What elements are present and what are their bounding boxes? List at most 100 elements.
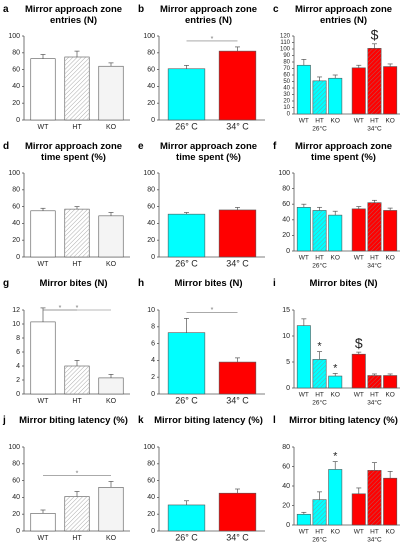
y-tick-label: 0 [16, 391, 20, 398]
chart: 0 20 40 60 80 100 WT HT KO [8, 33, 130, 131]
x-tick-label: KO [331, 529, 340, 536]
x-tick-label: KO [385, 118, 394, 125]
x-tick-label: WT [299, 392, 309, 399]
y-tick-label: 60 [282, 201, 290, 208]
y-tick-label: 60 [12, 477, 20, 484]
bar-hatch [312, 80, 327, 114]
y-tick-label: 20 [147, 100, 155, 107]
bar [30, 210, 56, 258]
x-tick-label: 34° C [226, 121, 249, 131]
panel-letter: l [273, 415, 276, 426]
bar [328, 375, 343, 389]
bar [167, 68, 206, 121]
panel: a Mirror approach zone entries (N) 0 20 40 60… [0, 0, 135, 137]
y-tick-label: 120 [280, 34, 291, 40]
x-tick-label: WT [354, 392, 364, 399]
y-tick-label: 70 [283, 66, 290, 72]
x-tick-label: HT [315, 392, 324, 399]
bar [296, 513, 311, 526]
x-tick-label: HT [72, 535, 82, 542]
chart: 0 20 40 60 80 100 26° C 34° C [143, 444, 265, 542]
significance-label: * [76, 470, 79, 477]
bar-hatch [64, 209, 90, 257]
bar [218, 361, 257, 395]
bar-hatch [64, 366, 90, 394]
chart: 0 20 40 60 80 100 WT HT KO WT HT KO 26°C 34°C [278, 170, 400, 270]
x-tick-label: KO [331, 255, 340, 262]
y-tick-label: 10 [283, 105, 290, 111]
y-tick-label: 0 [16, 254, 20, 261]
y-tick-label: 20 [283, 99, 290, 105]
x-tick-label: HT [72, 124, 82, 131]
panel-letter: i [273, 278, 276, 289]
y-tick-label: 10 [147, 307, 155, 314]
y-tick-label: 60 [147, 477, 155, 484]
group-label: 26°C [312, 262, 327, 270]
group-label: 34°C [367, 399, 382, 407]
panel: i Mirror bites (N) 0 5 10 15 WT HT KO WT HT KO 26°C 3… [270, 274, 405, 411]
y-tick-label: 20 [282, 502, 290, 509]
panel-title: Mirror bites (N) [174, 278, 243, 289]
y-tick-label: 2 [16, 377, 20, 384]
y-tick-label: 60 [12, 203, 20, 210]
y-tick-label: 0 [151, 254, 155, 261]
panel-letter: g [3, 278, 10, 289]
y-tick-label: 40 [147, 83, 155, 90]
y-tick-label: 100 [143, 33, 155, 40]
bar [328, 77, 343, 115]
chart: 0 20 40 60 80 100 26° C 34° C * [143, 33, 265, 131]
x-tick-label: 26° C [175, 121, 198, 131]
panel-letter: b [138, 4, 145, 15]
y-tick-label: 8 [16, 335, 20, 342]
significance-label: $ [355, 335, 363, 351]
panel-title: Mirror biting latency (%) [19, 415, 128, 426]
y-tick-label: 30 [283, 92, 290, 98]
significance-label: * [333, 362, 338, 374]
panel-letter: f [273, 141, 277, 152]
x-tick-label: HT [370, 255, 379, 262]
bar [30, 58, 56, 121]
y-tick-label: 60 [12, 66, 20, 73]
x-tick-label: KO [106, 124, 117, 131]
bar [98, 65, 124, 121]
bar [383, 477, 398, 526]
y-tick-label: 5 [286, 359, 290, 366]
y-tick-label: 60 [282, 463, 290, 470]
panel: j Mirror biting latency (%) 0 20 40 60 80 100 WT… [0, 411, 135, 548]
y-tick-label: 60 [147, 66, 155, 73]
panel-title: Mirror bites (N) [309, 278, 378, 289]
bar [383, 210, 398, 252]
y-tick-label: 40 [282, 483, 290, 490]
bar [98, 487, 124, 532]
x-tick-label: 34° C [226, 258, 249, 268]
y-tick-label: 80 [147, 50, 155, 57]
y-tick-label: 0 [286, 385, 290, 392]
bar [351, 67, 366, 115]
x-tick-label: 34° C [226, 532, 249, 542]
y-tick-label: 0 [151, 117, 155, 124]
x-tick-label: 26° C [175, 258, 198, 268]
y-tick-label: 100 [143, 444, 155, 451]
bar-hatch [367, 48, 382, 114]
y-tick-label: 80 [147, 461, 155, 468]
bar [167, 504, 206, 532]
panel-title: Mirror approach zone entries (N) [159, 4, 258, 26]
panel: f Mirror approach zone time spent (%) 0 20 4… [270, 137, 405, 274]
bar [296, 325, 311, 389]
y-tick-label: 40 [12, 494, 20, 501]
panel-title: Mirror approach zone time spent (%) [294, 141, 393, 163]
y-tick-label: 100 [280, 47, 291, 53]
y-tick-label: 2 [151, 374, 155, 381]
bar-hatch [312, 210, 327, 251]
panel-title: Mirror biting latency (%) [154, 415, 263, 426]
x-tick-label: WT [354, 529, 364, 536]
x-tick-label: HT [72, 261, 82, 268]
bar [351, 208, 366, 252]
x-tick-label: WT [299, 529, 309, 536]
bar [98, 377, 124, 395]
y-tick-label: 40 [282, 217, 290, 224]
bar [218, 492, 257, 532]
chart: 0 2 4 6 8 10 26° C 34° C * [147, 307, 265, 405]
panel: b Mirror approach zone entries (N) 0 20 40 60… [135, 0, 270, 137]
